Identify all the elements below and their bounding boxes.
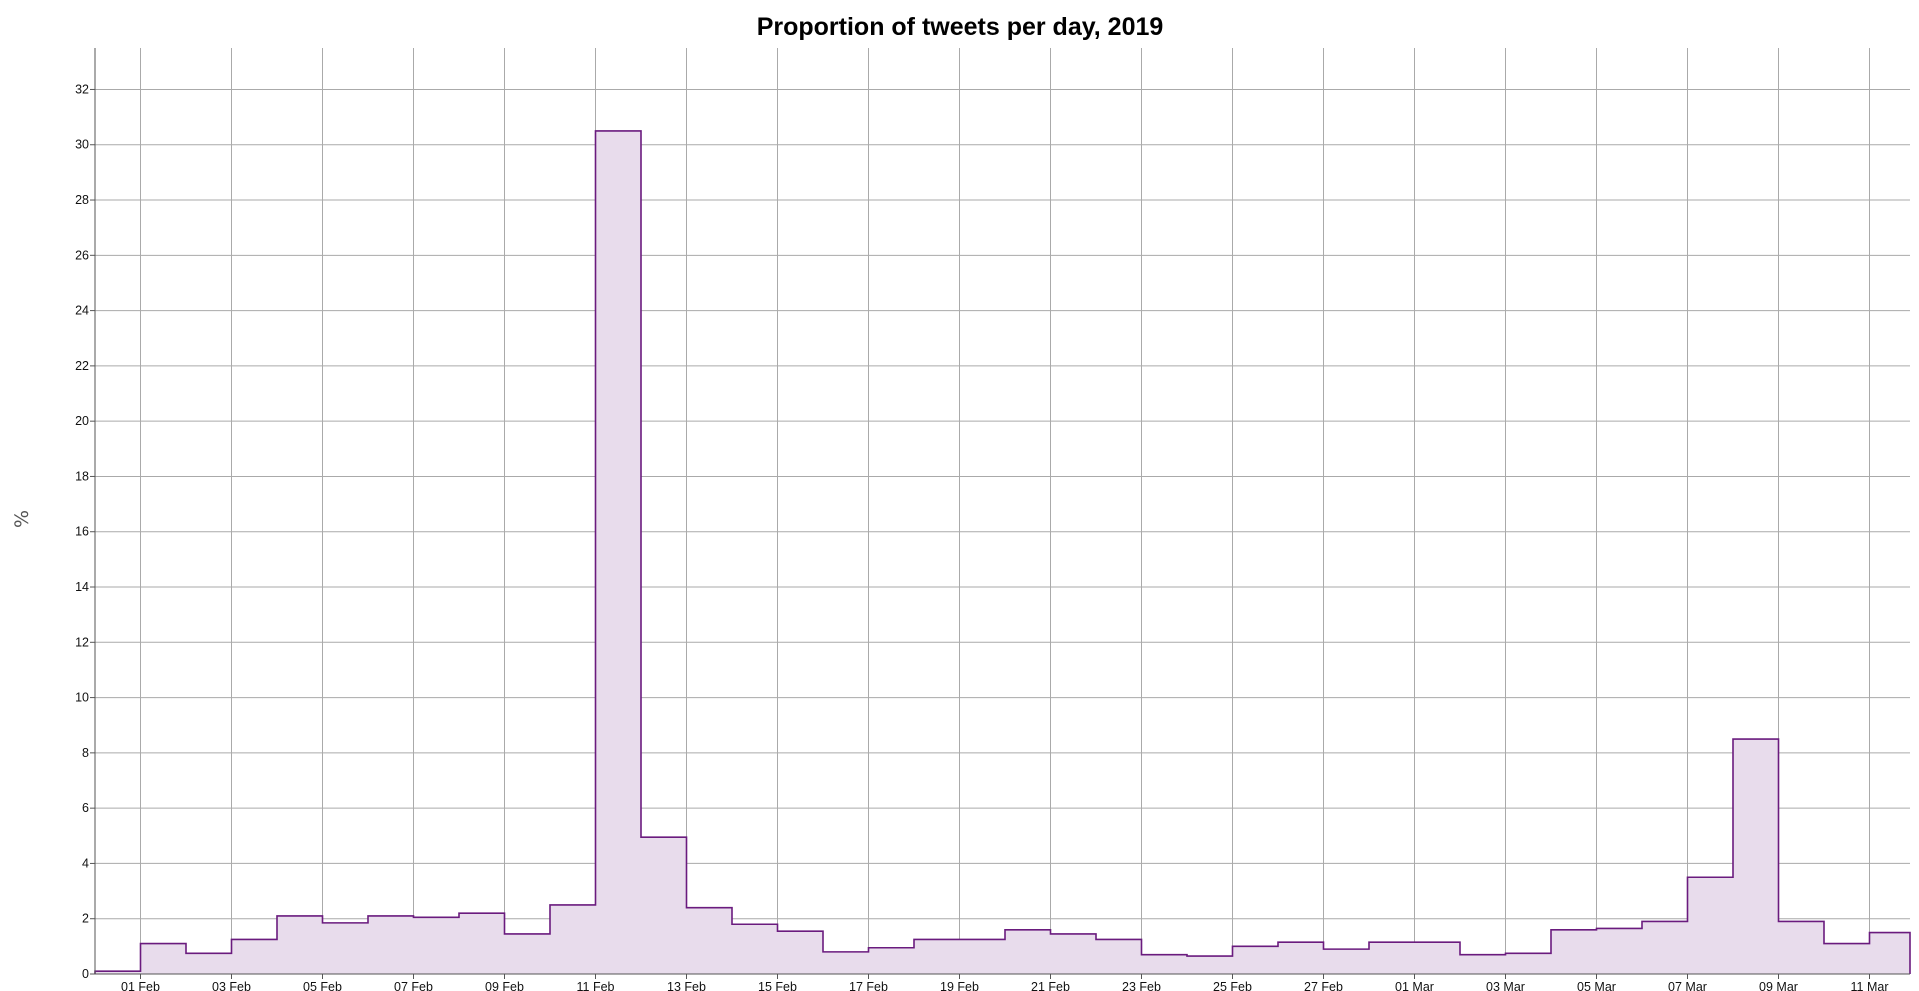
x-tick-label: 19 Feb <box>940 980 979 991</box>
grid-layer <box>95 48 1910 974</box>
x-tick-label: 25 Feb <box>1213 980 1252 991</box>
x-tick-label: 09 Mar <box>1759 980 1798 991</box>
day-bar <box>1232 946 1278 974</box>
day-bar <box>186 953 232 974</box>
day-bar <box>1642 921 1688 974</box>
day-bar <box>368 915 414 974</box>
y-tick-label: 14 <box>75 580 89 594</box>
x-tick-label: 13 Feb <box>667 980 706 991</box>
x-tick-label: 23 Feb <box>1122 980 1161 991</box>
x-tick-label: 11 Mar <box>1851 980 1889 991</box>
x-tick-label: 27 Feb <box>1304 980 1343 991</box>
day-bar <box>1596 928 1642 974</box>
day-bar <box>1551 929 1597 974</box>
x-tick-label: 07 Feb <box>394 980 433 991</box>
y-tick-label: 10 <box>75 691 89 705</box>
day-bar <box>1096 939 1142 974</box>
x-tick-label: 03 Mar <box>1486 980 1525 991</box>
x-tick-label: 01 Feb <box>121 980 160 991</box>
day-bar <box>823 951 869 974</box>
y-tick-label: 0 <box>82 967 89 981</box>
day-bar <box>1050 933 1096 974</box>
x-tick-label: 07 Mar <box>1668 980 1707 991</box>
day-bar <box>686 907 732 974</box>
day-bar <box>959 939 1005 974</box>
y-tick-label: 8 <box>82 746 89 760</box>
day-bar <box>1687 877 1733 974</box>
y-axis-label: % <box>11 510 33 528</box>
day-bar <box>868 947 914 974</box>
y-tick-label: 22 <box>75 359 89 373</box>
day-bar <box>413 917 459 974</box>
y-tick-label: 32 <box>75 82 89 96</box>
x-tick-label: 11 Feb <box>577 980 615 991</box>
day-bar <box>140 943 186 974</box>
step-outline <box>94 130 1911 974</box>
y-tick-label: 16 <box>75 525 89 539</box>
x-tick-label: 03 Feb <box>212 980 251 991</box>
chart-title: Proportion of tweets per day, 2019 <box>757 13 1164 41</box>
y-tick-label: 2 <box>82 912 89 926</box>
day-bar <box>1141 954 1187 974</box>
x-tick-label: 21 Feb <box>1031 980 1070 991</box>
day-bar <box>595 130 641 975</box>
day-bar <box>1369 942 1415 974</box>
day-bar <box>1414 942 1460 974</box>
day-bar <box>1824 943 1870 974</box>
day-bar <box>1460 954 1506 974</box>
day-bar <box>504 933 550 974</box>
day-bar <box>459 913 505 974</box>
day-bar <box>732 924 778 974</box>
day-bar <box>777 931 823 974</box>
x-tick-label: 17 Feb <box>849 980 888 991</box>
day-bar <box>277 915 323 974</box>
x-tick-label: 15 Feb <box>758 980 797 991</box>
y-tick-label: 28 <box>75 193 89 207</box>
y-tick-label: 4 <box>82 856 89 870</box>
day-bar <box>641 837 687 974</box>
x-tick-label: 09 Feb <box>485 980 524 991</box>
x-tick-label: 05 Feb <box>303 980 342 991</box>
y-tick-label: 26 <box>75 248 89 262</box>
day-bar <box>1005 929 1051 974</box>
day-bar <box>1778 921 1824 974</box>
x-tick-label: 05 Mar <box>1577 980 1616 991</box>
y-tick-label: 30 <box>75 138 89 152</box>
day-bar <box>1278 942 1324 974</box>
y-tick-label: 18 <box>75 469 89 483</box>
day-bar <box>1505 953 1551 974</box>
axes-layer <box>90 48 1910 979</box>
y-tick-label: 6 <box>82 801 89 815</box>
y-tick-label: 20 <box>75 414 89 428</box>
y-tick-label: 12 <box>75 635 89 649</box>
day-bar <box>1733 739 1779 974</box>
day-bar <box>1869 932 1910 974</box>
day-bar <box>322 922 368 974</box>
bars-layer <box>94 130 1911 975</box>
day-bar <box>550 904 596 974</box>
day-bar <box>231 939 277 974</box>
day-bar <box>95 971 141 974</box>
y-tick-label: 24 <box>75 304 89 318</box>
day-bar <box>1187 956 1233 974</box>
x-tick-label: 01 Mar <box>1395 980 1434 991</box>
day-bar <box>1323 949 1369 974</box>
day-bar <box>914 939 960 974</box>
